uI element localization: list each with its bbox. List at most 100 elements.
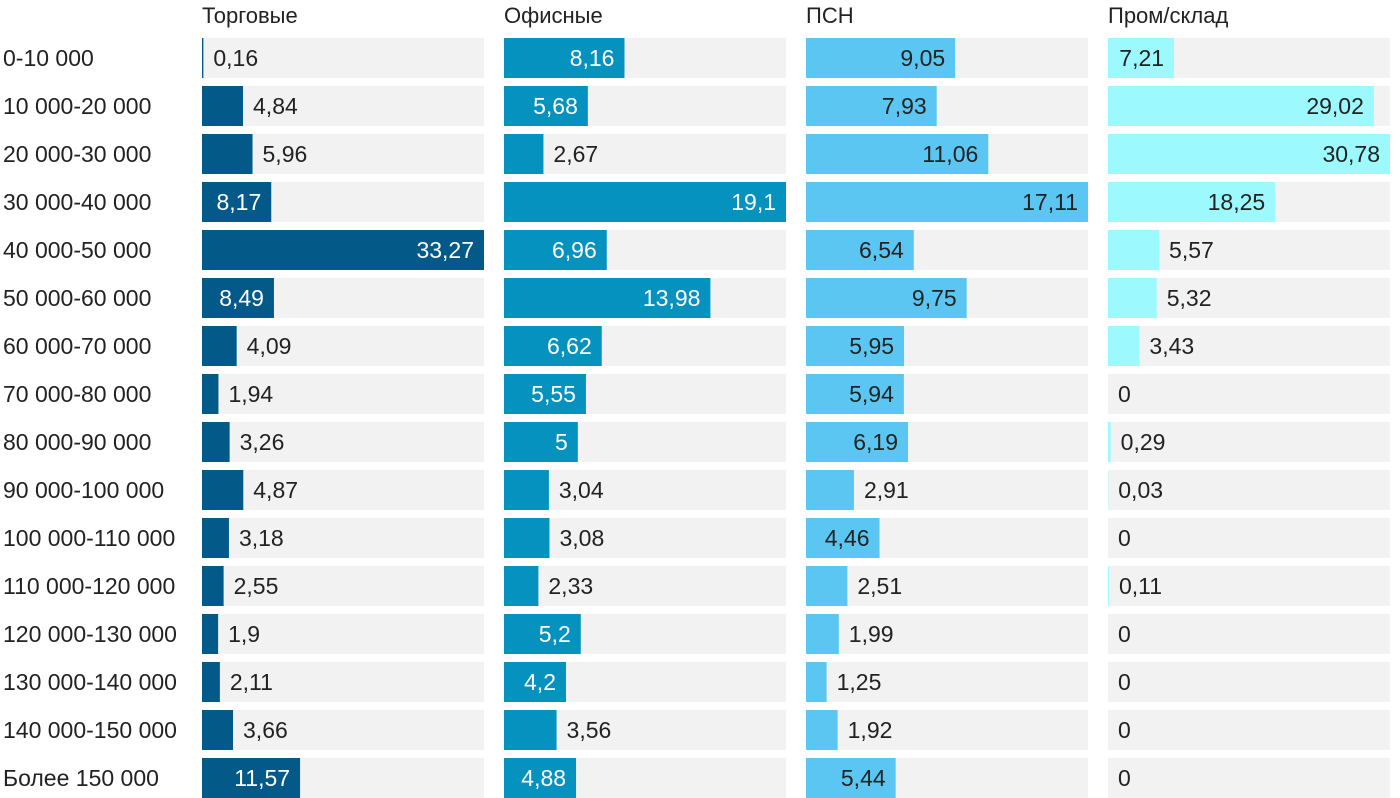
row-label: 110 000-120 000	[3, 573, 175, 599]
value-label: 6,19	[853, 429, 898, 455]
bar	[806, 374, 904, 414]
bar-track	[202, 710, 484, 750]
bar-track	[504, 566, 786, 606]
bar	[1108, 182, 1276, 222]
bar-track	[806, 710, 1088, 750]
bar-track	[1108, 374, 1390, 414]
bar	[1108, 326, 1140, 366]
bar	[504, 710, 557, 750]
bar-track	[202, 422, 484, 462]
bar-track	[202, 326, 484, 366]
value-label: 8,16	[570, 45, 615, 71]
bar	[806, 278, 967, 318]
value-label: 1,25	[837, 669, 882, 695]
bar-track	[806, 662, 1088, 702]
bar	[806, 182, 1088, 222]
value-label: 3,08	[559, 525, 604, 551]
bar	[806, 86, 937, 126]
bar	[202, 614, 219, 654]
value-label: 0,11	[1119, 573, 1162, 599]
bar	[202, 326, 237, 366]
bar	[202, 518, 229, 558]
value-label: 5,32	[1167, 285, 1212, 311]
bar	[202, 134, 253, 174]
bar-track	[504, 134, 786, 174]
bar	[504, 614, 581, 654]
bar-track	[202, 518, 484, 558]
value-label: 3,66	[243, 717, 288, 743]
value-label: 5,95	[849, 333, 894, 359]
bar-track	[1108, 662, 1390, 702]
value-label: 29,02	[1306, 93, 1364, 119]
row-label: 90 000-100 000	[3, 477, 164, 503]
chart-panel: Офисные 8,16 5,68 2,67 19,1 6,96 13,98 6,62 5,55…	[504, 3, 786, 798]
bar	[806, 662, 827, 702]
bar	[806, 422, 909, 462]
bar	[806, 134, 989, 174]
bar-track	[1108, 758, 1390, 798]
value-label: 13,98	[643, 285, 701, 311]
bar	[806, 566, 848, 606]
value-label: 0,03	[1118, 477, 1163, 503]
panel-title: Пром/склад	[1108, 3, 1228, 28]
value-label: 0	[1118, 717, 1131, 743]
bar	[1108, 38, 1175, 78]
row-label: 100 000-110 000	[3, 525, 175, 551]
panel-title: Торговые	[202, 3, 298, 28]
chart-panel: Пром/склад 7,21 29,02 30,78 18,25 5,57 5,32 3,4…	[1108, 3, 1390, 798]
value-label: 3,04	[559, 477, 604, 503]
value-label: 5,2	[539, 621, 571, 647]
row-label: 20 000-30 000	[3, 141, 151, 167]
panel-title: Офисные	[504, 3, 603, 28]
value-label: 11,06	[922, 141, 978, 167]
value-label: 5,94	[849, 381, 894, 407]
bar-track	[1108, 518, 1390, 558]
bar-track	[1108, 326, 1390, 366]
bar-track	[202, 86, 484, 126]
value-label: 2,11	[230, 669, 273, 695]
value-label: 7,21	[1119, 45, 1164, 71]
value-label: 1,9	[228, 621, 260, 647]
value-label: 1,94	[228, 381, 273, 407]
value-label: 2,51	[857, 573, 902, 599]
value-label: 0	[1118, 381, 1131, 407]
bar	[202, 86, 244, 126]
bar-track	[202, 470, 484, 510]
value-label: 7,93	[882, 93, 927, 119]
bar	[504, 182, 786, 222]
value-label: 2,67	[553, 141, 598, 167]
row-label: 10 000-20 000	[3, 93, 151, 119]
bar	[1108, 422, 1111, 462]
bar-track	[202, 374, 484, 414]
row-label: 140 000-150 000	[3, 717, 177, 743]
row-label: 120 000-130 000	[3, 621, 177, 647]
bar-track	[1108, 614, 1390, 654]
value-label: 0,16	[213, 45, 258, 71]
value-label: 0	[1118, 669, 1131, 695]
bar	[202, 182, 272, 222]
bar-track	[806, 614, 1088, 654]
bar	[806, 758, 896, 798]
row-label: 40 000-50 000	[3, 237, 151, 263]
row-label: 30 000-40 000	[3, 189, 151, 215]
value-label: 6,96	[552, 237, 597, 263]
chart-panel: Торговые 0,16 4,84 5,968,17 33,27 8,49 4,09 1,9…	[202, 3, 484, 798]
bar	[504, 470, 549, 510]
row-label: 0-10 000	[3, 45, 94, 71]
bar	[504, 374, 586, 414]
value-label: 6,62	[547, 333, 592, 359]
bar	[504, 134, 544, 174]
value-label: 5,96	[263, 141, 308, 167]
row-label: 70 000-80 000	[3, 381, 151, 407]
chart-panel: ПСН 9,05 7,93 11,06 17,11 6,54 9,75 5,95 5,94 6,1…	[806, 3, 1088, 798]
value-label: 4,88	[521, 765, 566, 791]
bar	[504, 86, 588, 126]
bar-track	[202, 566, 484, 606]
value-label: 19,1	[731, 189, 776, 215]
bar	[202, 374, 219, 414]
bar	[504, 566, 539, 606]
bar	[202, 710, 234, 750]
bar-track	[504, 518, 786, 558]
bar	[1108, 278, 1157, 318]
row-label: 60 000-70 000	[3, 333, 151, 359]
